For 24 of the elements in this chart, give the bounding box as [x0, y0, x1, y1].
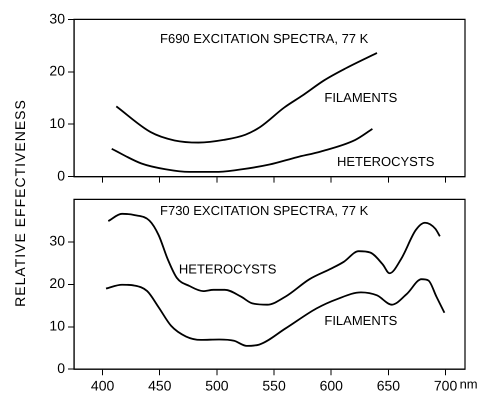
- series-label: HETEROCYSTS: [336, 154, 435, 169]
- x-tick-label: 650: [376, 377, 400, 394]
- x-tick-label: 400: [90, 377, 114, 394]
- x-tick-label: 700: [434, 377, 458, 394]
- y-tick-label: 20: [49, 62, 66, 79]
- series-label: FILAMENTS: [324, 90, 398, 105]
- x-tick-label: 500: [205, 377, 229, 394]
- series-label: FILAMENTS: [324, 313, 398, 328]
- y-axis-title: RELATIVE EFFECTIVENESS: [12, 99, 28, 307]
- x-tick-label: 550: [262, 377, 286, 394]
- y-tick-label: 10: [49, 115, 66, 132]
- x-tick-label: 600: [320, 377, 344, 394]
- y-tick-label: 10: [49, 318, 66, 334]
- x-axis-title: nm: [460, 376, 478, 392]
- x-tick-label: 450: [148, 377, 172, 394]
- chart-title: F730 EXCITATION SPECTRA, 77 K: [160, 202, 369, 218]
- y-tick-label: 30: [49, 232, 66, 249]
- y-tick-label: 30: [49, 10, 66, 26]
- series-label: HETEROCYSTS: [178, 262, 277, 277]
- text: F690 EXCITATION SPECTRA, 77 K: [160, 30, 369, 46]
- line-series: [105, 278, 446, 347]
- y-tick-label: 0: [57, 167, 66, 184]
- y-tick-label: 20: [49, 275, 66, 292]
- y-tick-label: 0: [57, 360, 66, 376]
